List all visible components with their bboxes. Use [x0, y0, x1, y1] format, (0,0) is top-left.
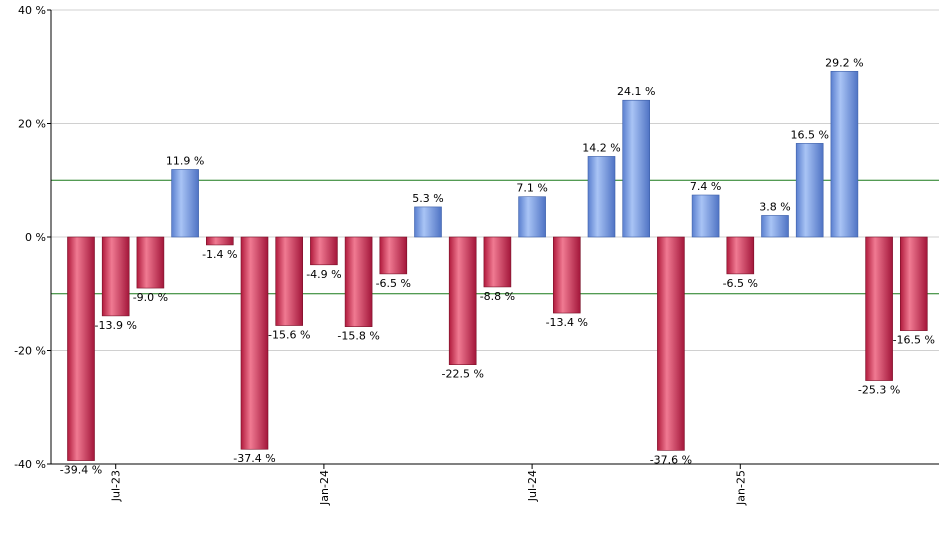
y-tick-label: 40 % [18, 4, 46, 17]
data-label: 29.2 % [825, 56, 863, 69]
data-label: -15.8 % [337, 330, 379, 343]
data-label: -39.4 % [60, 464, 102, 477]
bar [552, 236, 581, 314]
data-label: 24.1 % [617, 85, 655, 98]
bars [67, 70, 928, 461]
data-label: -37.6 % [650, 453, 692, 466]
bar [483, 236, 512, 288]
bar [587, 156, 616, 238]
bar [448, 236, 477, 365]
bar [240, 236, 269, 450]
data-label: -15.6 % [268, 329, 310, 342]
bar [414, 206, 442, 238]
data-label: 11.9 % [166, 154, 204, 167]
axes: 40 % 20 % 0 % -20 % -40 % Jul-23 Jan-24 Jul-24 J… [14, 4, 939, 506]
data-label: -25.3 % [858, 384, 900, 397]
bar [726, 236, 755, 275]
bar [101, 236, 130, 317]
data-label: 3.8 % [759, 200, 790, 213]
data-label: -8.8 % [480, 290, 515, 303]
bar [899, 236, 928, 331]
data-label: 7.1 % [516, 182, 547, 195]
y-tick-label: 0 % [25, 231, 46, 244]
bar [795, 143, 824, 238]
y-tick-label: 20 % [18, 118, 46, 131]
bar [379, 236, 408, 275]
data-label: 5.3 % [412, 192, 443, 205]
bar [691, 194, 720, 238]
data-label: -6.5 % [376, 277, 411, 290]
data-label: -4.9 % [306, 268, 341, 281]
bar [136, 236, 165, 289]
data-label: -37.4 % [233, 452, 275, 465]
data-label: -9.0 % [133, 291, 168, 304]
bar [206, 236, 234, 246]
data-label: -13.9 % [94, 319, 136, 332]
x-tick-label: Jan-24 [318, 470, 331, 506]
bar [67, 236, 95, 461]
bar [344, 236, 373, 327]
x-tick-label: Jul-23 [110, 470, 123, 502]
data-label: 14.2 % [582, 141, 620, 154]
x-tick-label: Jul-24 [526, 470, 539, 502]
data-label: 7.4 % [690, 180, 721, 193]
data-label: -6.5 % [723, 277, 758, 290]
bar [830, 70, 859, 238]
reference-lines [51, 179, 939, 295]
y-tick-label: -40 % [14, 458, 46, 471]
data-label: -22.5 % [441, 368, 483, 381]
bar [518, 196, 546, 238]
x-tick-label: Jan-25 [734, 470, 747, 506]
bar [761, 215, 789, 238]
bar [171, 169, 199, 238]
data-label: -13.4 % [546, 316, 588, 329]
bar [865, 236, 893, 381]
data-label: 16.5 % [790, 128, 828, 141]
data-label: -1.4 % [202, 248, 237, 261]
data-label: -16.5 % [893, 334, 935, 347]
bar [622, 99, 651, 238]
bar [310, 236, 338, 266]
bar [657, 236, 685, 451]
bar [275, 236, 304, 326]
data-labels: -39.4 % -13.9 % -9.0 % 11.9 % -1.4 % -37.4 % -… [60, 56, 935, 476]
y-tick-label: -20 % [14, 345, 46, 358]
